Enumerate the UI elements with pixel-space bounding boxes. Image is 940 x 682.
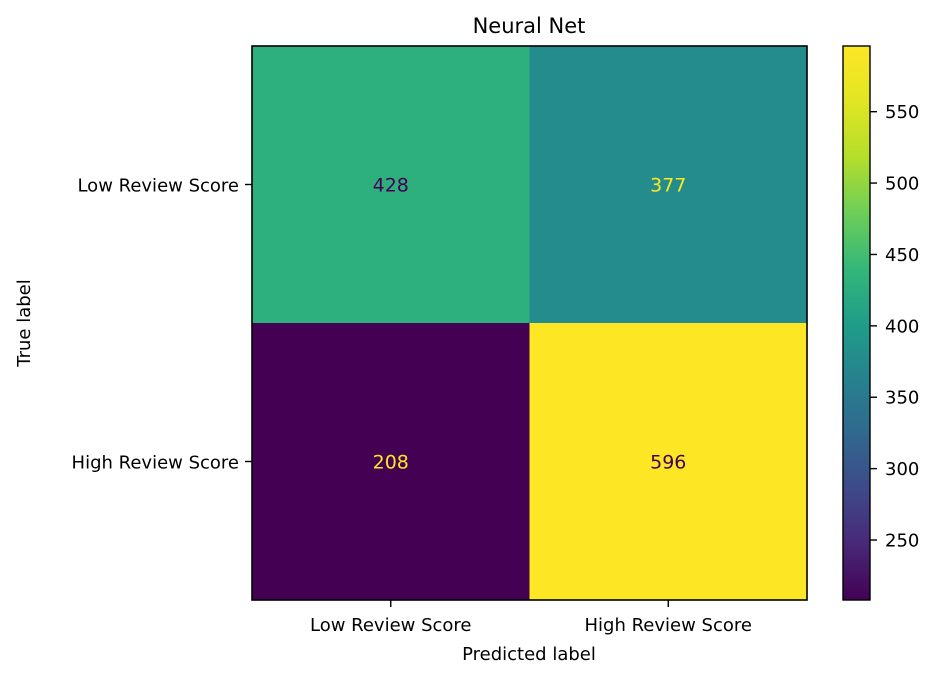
colorbar-tick-label: 500 xyxy=(885,174,919,195)
heatmap-cell xyxy=(252,323,530,601)
heatmap-cells: 428 377 208 596 xyxy=(252,46,808,601)
colorbar-tick-label: 300 xyxy=(885,459,919,480)
colorbar-tick-label: 550 xyxy=(885,102,919,123)
colorbar-tick-label: 400 xyxy=(885,316,919,337)
cell-value-label: 377 xyxy=(650,175,686,197)
x-tick-label: High Review Score xyxy=(585,615,752,636)
y-tick-label: Low Review Score xyxy=(77,176,239,197)
y-axis-ticks: Low Review Score High Review Score xyxy=(72,176,252,474)
colorbar-tick-label: 350 xyxy=(885,388,919,409)
x-axis-ticks: Low Review Score High Review Score xyxy=(310,600,752,636)
cell-value-label: 428 xyxy=(373,175,409,197)
chart-title: Neural Net xyxy=(473,14,586,38)
x-tick-label: Low Review Score xyxy=(310,615,472,636)
y-axis-label: True label xyxy=(14,279,35,368)
colorbar-tick-label: 450 xyxy=(885,245,919,266)
colorbar-ticks: 250 300 350 400 450 500 550 xyxy=(870,102,919,552)
colorbar-tick-label: 250 xyxy=(885,531,919,552)
cell-value-label: 596 xyxy=(650,452,686,474)
heatmap-cell xyxy=(252,46,530,324)
colorbar xyxy=(842,45,871,601)
heatmap-cell xyxy=(529,46,808,324)
heatmap-cell xyxy=(529,323,808,601)
y-tick-label: High Review Score xyxy=(72,453,239,474)
cell-value-label: 208 xyxy=(373,452,409,474)
plot-frame xyxy=(251,45,808,601)
x-axis-label: Predicted label xyxy=(462,644,596,665)
